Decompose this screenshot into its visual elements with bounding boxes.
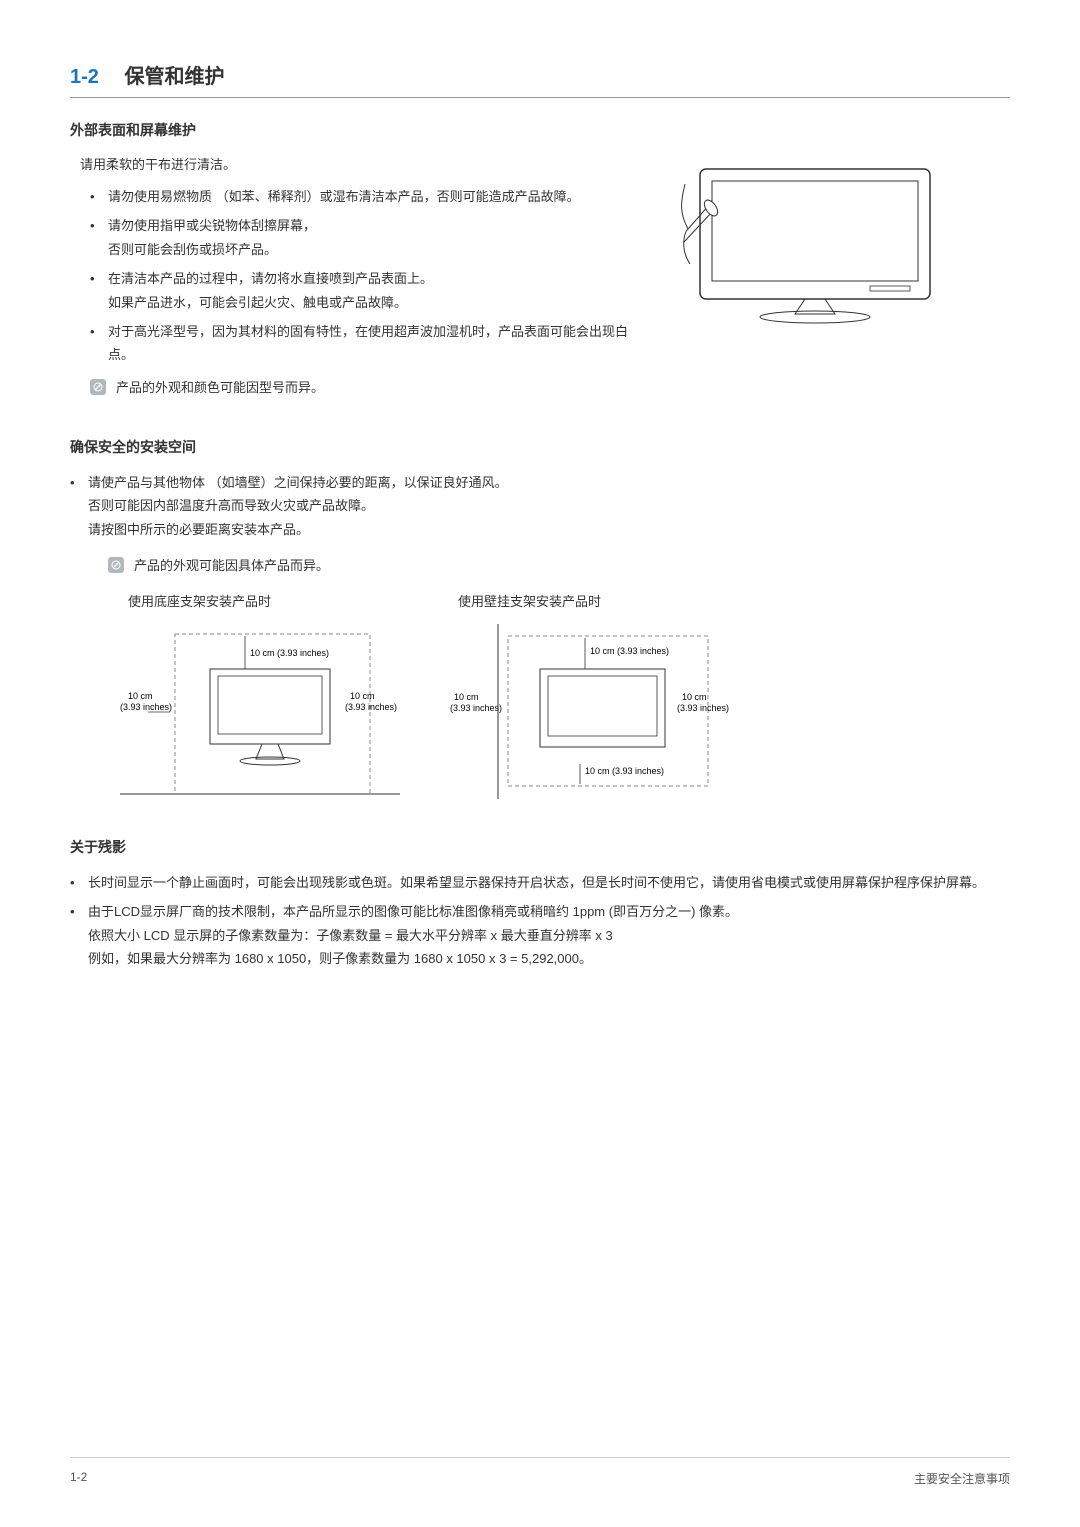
footer-page-number: 1-2 [70, 1470, 87, 1487]
bullet-text: 请勿使用指甲或尖锐物体刮擦屏幕， 否则可能会刮伤或损坏产品。 [108, 218, 316, 256]
page-title: 1-2 保管和维护 [70, 60, 1010, 89]
diagram-stand: 使用底座支架安装产品时 10 cm (3.93 inches) 10 cm (3… [120, 591, 400, 799]
clearance-label: (3.93 inches) [345, 702, 397, 712]
install-bullets: 请使产品与其他物体 （如墙壁）之间保持必要的距离，以保证良好通风。 否则可能因内… [70, 471, 1010, 541]
subheading-afterimage: 关于残影 [70, 837, 1010, 857]
note-text: 产品的外观可能因具体产品而异。 [134, 555, 329, 577]
clearance-label: 10 cm (3.93 inches) [585, 766, 664, 776]
section-heading: 保管和维护 [124, 66, 224, 88]
bullet-text: 在清洁本产品的过程中，请勿将水直接喷到产品表面上。 如果产品进水，可能会引起火灾… [108, 271, 433, 309]
bullet-text: 请勿使用易燃物质 （如苯、稀释剂）或湿布清洁本产品，否则可能造成产品故障。 [108, 189, 580, 204]
note-row: 产品的外观和颜色可能因型号而异。 [90, 377, 630, 399]
list-item: 请勿使用易燃物质 （如苯、稀释剂）或湿布清洁本产品，否则可能造成产品故障。 [90, 185, 630, 208]
info-icon [108, 557, 124, 573]
footer-section-label: 主要安全注意事项 [914, 1470, 1010, 1487]
diagrams-row: 使用底座支架安装产品时 10 cm (3.93 inches) 10 cm (3… [120, 591, 1010, 799]
bullet-text: 由于LCD显示屏厂商的技术限制，本产品所显示的图像可能比标准图像稍亮或稍暗约 1… [88, 904, 738, 919]
list-item: 在清洁本产品的过程中，请勿将水直接喷到产品表面上。 如果产品进水，可能会引起火灾… [90, 267, 630, 314]
section-install-space: 确保安全的安装空间 请使产品与其他物体 （如墙壁）之间保持必要的距离，以保证良好… [70, 437, 1010, 799]
list-item: 请使产品与其他物体 （如墙壁）之间保持必要的距离，以保证良好通风。 否则可能因内… [70, 471, 1010, 541]
list-item: 对于高光泽型号，因为其材料的固有特性，在使用超声波加湿机时，产品表面可能会出现白… [90, 320, 630, 367]
list-item: 由于LCD显示屏厂商的技术限制，本产品所显示的图像可能比标准图像稍亮或稍暗约 1… [70, 900, 1010, 970]
clearance-label: 10 cm [128, 691, 153, 701]
clearance-label: (3.93 inches) [677, 703, 729, 713]
info-icon [90, 379, 106, 395]
page-footer: 1-2 主要安全注意事项 [70, 1457, 1010, 1487]
bullet-text: 对于高光泽型号，因为其材料的固有特性，在使用超声波加湿机时，产品表面可能会出现白… [108, 324, 628, 362]
diagram-title: 使用壁挂支架安装产品时 [458, 591, 730, 610]
exterior-bullets: 请勿使用易燃物质 （如苯、稀释剂）或湿布清洁本产品，否则可能造成产品故障。 请勿… [90, 185, 630, 367]
title-divider [70, 97, 1010, 98]
clearance-label: 10 cm [682, 692, 707, 702]
afterimage-bullets: 长时间显示一个静止画面时，可能会出现残影或色斑。如果希望显示器保持开启状态，但是… [70, 871, 1010, 971]
subheading-install: 确保安全的安装空间 [70, 437, 1010, 457]
note-row: 产品的外观可能因具体产品而异。 [108, 555, 1010, 577]
section-number: 1-2 [70, 66, 99, 88]
clearance-label: 10 cm (3.93 inches) [590, 646, 669, 656]
note-text: 产品的外观和颜色可能因型号而异。 [116, 377, 324, 399]
section-afterimage: 关于残影 长时间显示一个静止画面时，可能会出现残影或色斑。如果希望显示器保持开启… [70, 837, 1010, 971]
diagram-title: 使用底座支架安装产品时 [128, 591, 400, 610]
monitor-illustration [670, 154, 970, 334]
clearance-label: (3.93 inches) [120, 702, 172, 712]
list-item: 请勿使用指甲或尖锐物体刮擦屏幕， 否则可能会刮伤或损坏产品。 [90, 214, 630, 261]
clearance-label: 10 cm (3.93 inches) [250, 648, 329, 658]
list-item: 长时间显示一个静止画面时，可能会出现残影或色斑。如果希望显示器保持开启状态，但是… [70, 871, 1010, 894]
bullet-text: 长时间显示一个静止画面时，可能会出现残影或色斑。如果希望显示器保持开启状态，但是… [88, 875, 985, 890]
clearance-label: 10 cm [350, 691, 375, 701]
bullet-text: 例如，如果最大分辨率为 1680 x 1050，则子像素数量为 1680 x 1… [88, 951, 592, 966]
bullet-text: 依照大小 LCD 显示屏的子像素数量为：子像素数量 = 最大水平分辨率 x 最大… [88, 928, 613, 943]
diagram-wall: 使用壁挂支架安装产品时 10 cm (3.93 inches) 10 cm (3… [450, 591, 730, 799]
section-exterior-maintenance: 外部表面和屏幕维护 请用柔软的干布进行清洁。 请勿使用易燃物质 （如苯、稀释剂）… [70, 120, 1010, 399]
subheading-exterior: 外部表面和屏幕维护 [70, 120, 1010, 140]
bullet-text: 请使产品与其他物体 （如墙壁）之间保持必要的距离，以保证良好通风。 否则可能因内… [88, 475, 508, 537]
clearance-label: (3.93 inches) [450, 703, 502, 713]
intro-text: 请用柔软的干布进行清洁。 [80, 154, 630, 173]
clearance-label: 10 cm [454, 692, 479, 702]
